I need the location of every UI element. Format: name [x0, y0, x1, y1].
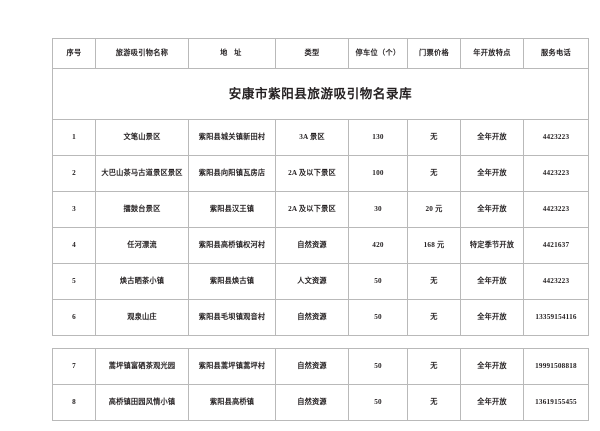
cell-address: 紫阳县毛坝镇观音村 — [188, 299, 276, 336]
cell-name: 擂鼓台景区 — [95, 191, 189, 228]
cell-name: 高桥镇田园风情小镇 — [95, 384, 189, 421]
cell-type: 2A 及以下景区 — [275, 155, 349, 192]
cell-phone: 4423223 — [523, 155, 589, 192]
cell-price: 无 — [407, 155, 461, 192]
table-row: 4 任河漂流 紫阳县高桥镇权河村 自然资源 420 168 元 特定季节开放 4… — [52, 227, 589, 264]
cell-price: 20 元 — [407, 191, 461, 228]
cell-open: 全年开放 — [460, 384, 524, 421]
cell-name: 任河漂流 — [95, 227, 189, 264]
cell-phone: 4421637 — [523, 227, 589, 264]
cell-open: 特定季节开放 — [460, 227, 524, 264]
cell-name: 观泉山庄 — [95, 299, 189, 336]
cell-open: 全年开放 — [460, 191, 524, 228]
column-header-name: 旅游吸引物名称 — [95, 38, 189, 69]
cell-parking: 50 — [348, 348, 408, 385]
cell-parking: 130 — [348, 119, 408, 156]
cell-index: 4 — [52, 227, 96, 264]
cell-address: 紫阳县高桥镇 — [188, 384, 276, 421]
cell-open: 全年开放 — [460, 299, 524, 336]
cell-price: 无 — [407, 348, 461, 385]
document-body: 安康市紫阳县旅游吸引物名录库 序号 旅游吸引物名称 地 址 类型 停车位（个） … — [52, 38, 589, 421]
table-body-part1: 1 文笔山景区 紫阳县城关镇新田村 3A 景区 130 无 全年开放 44232… — [52, 119, 589, 336]
cell-parking: 50 — [348, 263, 408, 300]
cell-open: 全年开放 — [460, 348, 524, 385]
cell-address: 紫阳县向阳镇瓦房店 — [188, 155, 276, 192]
cell-type: 自然资源 — [275, 384, 349, 421]
cell-phone: 4423223 — [523, 191, 589, 228]
cell-parking: 50 — [348, 384, 408, 421]
header-row: 序号 旅游吸引物名称 地 址 类型 停车位（个） 门票价格 年开放特点 服务电话 — [52, 38, 589, 69]
column-header-open: 年开放特点 — [460, 38, 524, 69]
cell-index: 3 — [52, 191, 96, 228]
cell-phone: 19991508818 — [523, 348, 589, 385]
cell-address: 紫阳县城关镇新田村 — [188, 119, 276, 156]
cell-index: 5 — [52, 263, 96, 300]
cell-type: 3A 景区 — [275, 119, 349, 156]
cell-index: 8 — [52, 384, 96, 421]
table-row: 2 大巴山茶马古道景区景区 紫阳县向阳镇瓦房店 2A 及以下景区 100 无 全… — [52, 155, 589, 192]
table-body-part2: 7 蒿坪镇富硒茶观光园 紫阳县蒿坪镇蒿坪村 自然资源 50 无 全年开放 199… — [52, 348, 589, 421]
cell-phone: 4423223 — [523, 119, 589, 156]
column-header-address: 地 址 — [188, 38, 276, 69]
cell-price: 无 — [407, 119, 461, 156]
table-row: 6 观泉山庄 紫阳县毛坝镇观音村 自然资源 50 无 全年开放 13359154… — [52, 299, 589, 336]
table-row: 1 文笔山景区 紫阳县城关镇新田村 3A 景区 130 无 全年开放 44232… — [52, 119, 589, 156]
cell-price: 无 — [407, 263, 461, 300]
cell-parking: 50 — [348, 299, 408, 336]
cell-parking: 420 — [348, 227, 408, 264]
column-header-phone: 服务电话 — [523, 38, 589, 69]
column-header-type: 类型 — [275, 38, 349, 69]
cell-parking: 100 — [348, 155, 408, 192]
cell-address: 紫阳县汉王镇 — [188, 191, 276, 228]
cell-index: 6 — [52, 299, 96, 336]
cell-index: 2 — [52, 155, 96, 192]
cell-phone: 13359154116 — [523, 299, 589, 336]
table-section-gap — [52, 336, 548, 348]
cell-phone: 13619155455 — [523, 384, 589, 421]
attractions-table-part2: 7 蒿坪镇富硒茶观光园 紫阳县蒿坪镇蒿坪村 自然资源 50 无 全年开放 199… — [52, 348, 589, 421]
cell-open: 全年开放 — [460, 119, 524, 156]
cell-name: 文笔山景区 — [95, 119, 189, 156]
cell-price: 无 — [407, 384, 461, 421]
cell-index: 1 — [52, 119, 96, 156]
column-header-price: 门票价格 — [407, 38, 461, 69]
column-header-parking: 停车位（个） — [348, 38, 408, 69]
column-header-index: 序号 — [52, 38, 96, 69]
cell-type: 自然资源 — [275, 299, 349, 336]
cell-address: 紫阳县焕古镇 — [188, 263, 276, 300]
table-header: 序号 旅游吸引物名称 地 址 类型 停车位（个） 门票价格 年开放特点 服务电话 — [52, 38, 589, 69]
table-row: 5 焕古晒茶小镇 紫阳县焕古镇 人文资源 50 无 全年开放 4423223 — [52, 263, 589, 300]
title-row: 安康市紫阳县旅游吸引物名录库 — [52, 68, 589, 120]
cell-open: 全年开放 — [460, 155, 524, 192]
cell-name: 蒿坪镇富硒茶观光园 — [95, 348, 189, 385]
cell-address: 紫阳县蒿坪镇蒿坪村 — [188, 348, 276, 385]
cell-price: 无 — [407, 299, 461, 336]
cell-name: 焕古晒茶小镇 — [95, 263, 189, 300]
cell-name: 大巴山茶马古道景区景区 — [95, 155, 189, 192]
cell-open: 全年开放 — [460, 263, 524, 300]
cell-index: 7 — [52, 348, 96, 385]
document-title: 安康市紫阳县旅游吸引物名录库 — [52, 68, 589, 120]
cell-type: 自然资源 — [275, 348, 349, 385]
table-row: 7 蒿坪镇富硒茶观光园 紫阳县蒿坪镇蒿坪村 自然资源 50 无 全年开放 199… — [52, 348, 589, 385]
attractions-table-part1: 安康市紫阳县旅游吸引物名录库 序号 旅游吸引物名称 地 址 类型 停车位（个） … — [52, 38, 589, 336]
cell-price: 168 元 — [407, 227, 461, 264]
cell-phone: 4423223 — [523, 263, 589, 300]
cell-type: 2A 及以下景区 — [275, 191, 349, 228]
cell-parking: 30 — [348, 191, 408, 228]
cell-type: 自然资源 — [275, 227, 349, 264]
table-row: 3 擂鼓台景区 紫阳县汉王镇 2A 及以下景区 30 20 元 全年开放 442… — [52, 191, 589, 228]
table-row: 8 高桥镇田园风情小镇 紫阳县高桥镇 自然资源 50 无 全年开放 136191… — [52, 384, 589, 421]
cell-address: 紫阳县高桥镇权河村 — [188, 227, 276, 264]
cell-type: 人文资源 — [275, 263, 349, 300]
